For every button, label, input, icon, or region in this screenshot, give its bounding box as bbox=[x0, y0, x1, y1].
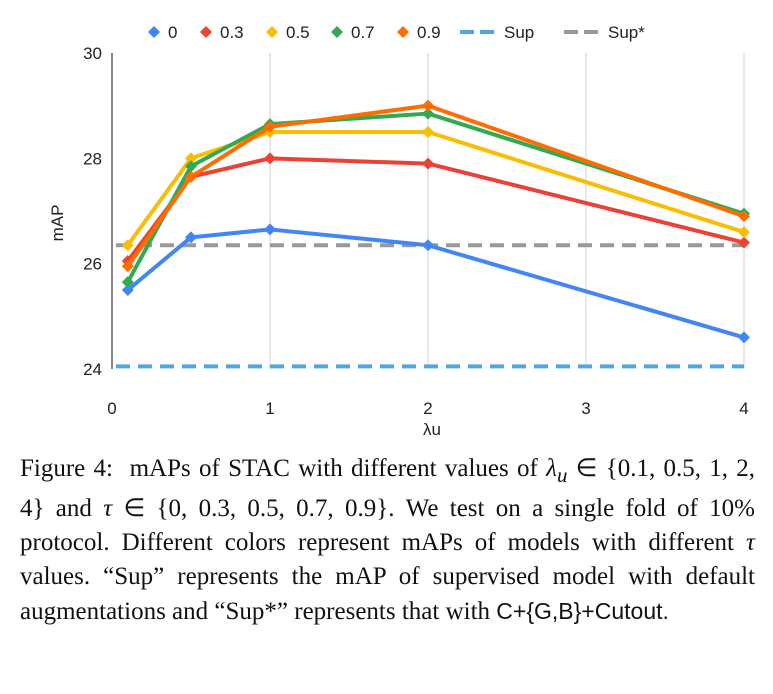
lambda-subscript: u bbox=[556, 463, 568, 487]
caption-text-1: mAPs of STAC with different values of bbox=[129, 455, 538, 482]
x-tick-label: 4 bbox=[739, 399, 748, 418]
data-point bbox=[121, 260, 134, 273]
x-axis-title: λu bbox=[423, 420, 441, 439]
tau-set: {0, 0.3, 0.5, 0.7, 0.9}. bbox=[156, 495, 395, 522]
lambda-symbol: λ bbox=[546, 455, 557, 482]
legend-marker bbox=[397, 26, 409, 38]
caption-text-3: values. “Sup” represents the mAP of supe… bbox=[20, 563, 755, 625]
data-point bbox=[422, 239, 434, 252]
tau-symbol-2: τ bbox=[746, 529, 755, 556]
data-point bbox=[121, 284, 134, 296]
legend-marker bbox=[200, 26, 212, 38]
x-tick-label: 0 bbox=[107, 399, 116, 418]
legend-layer: 0 0.3 0.5 0.7 0.9 Sup Sup* bbox=[148, 23, 645, 42]
data-point bbox=[422, 157, 434, 170]
legend-label: 0.9 bbox=[417, 23, 441, 42]
series-line-0.7 bbox=[126, 111, 745, 284]
data-point bbox=[738, 226, 750, 239]
legend-marker bbox=[331, 26, 343, 38]
y-axis-title: mAP bbox=[48, 205, 67, 242]
legend-label: Sup bbox=[504, 23, 534, 42]
y-tick-label: 30 bbox=[83, 44, 102, 63]
data-point bbox=[264, 223, 276, 236]
caption-text-2: We test on a single fold of 10% protocol… bbox=[20, 495, 755, 556]
data-point bbox=[422, 107, 434, 120]
data-point bbox=[422, 126, 434, 138]
x-tick-label: 2 bbox=[423, 399, 432, 418]
series-line-0.9 bbox=[126, 103, 745, 268]
x-tick-label: 3 bbox=[581, 399, 590, 418]
data-point bbox=[121, 239, 134, 252]
y-tick-label: 24 bbox=[83, 360, 102, 379]
data-point bbox=[121, 276, 134, 289]
legend-label: Sup* bbox=[608, 23, 645, 42]
caption-label: Figure 4: bbox=[20, 455, 113, 482]
data-point bbox=[185, 170, 197, 183]
lambda-set: {0.1, 0.5, 1, 2, 4} bbox=[20, 455, 756, 522]
data-point bbox=[738, 331, 750, 344]
legend-label: 0.3 bbox=[220, 23, 244, 42]
tau-symbol: τ bbox=[103, 495, 113, 522]
augmentation-notation: C+{G,B}+Cutout. bbox=[496, 598, 669, 624]
chart-svg: 0 1 2 3 4 24 26 28 30 0 0.3 0.5 0.7 0.9 Sup Sup* mAP λ… bbox=[48, 23, 750, 439]
data-point bbox=[264, 152, 276, 165]
chart-figure: 0 1 2 3 4 24 26 28 30 0 0.3 0.5 0.7 0.9 Sup Sup* mAP λ… bbox=[48, 23, 750, 439]
legend-marker bbox=[148, 26, 160, 38]
figure-caption: Figure 4: mAPs of STAC with different va… bbox=[20, 452, 755, 629]
data-point bbox=[264, 120, 276, 133]
in-symbol-2: ∈ bbox=[123, 495, 146, 522]
tick-labels-layer: 0 1 2 3 4 24 26 28 30 bbox=[83, 44, 749, 418]
in-symbol: ∈ bbox=[575, 455, 598, 482]
y-tick-label: 28 bbox=[83, 149, 102, 168]
data-point bbox=[185, 160, 197, 173]
legend-label: 0.5 bbox=[286, 23, 310, 42]
series-layer bbox=[121, 99, 750, 344]
data-point bbox=[738, 236, 750, 249]
legend-label: 0.7 bbox=[351, 23, 375, 42]
caption-and: and bbox=[55, 495, 92, 522]
x-tick-label: 1 bbox=[265, 399, 274, 418]
data-point bbox=[738, 210, 750, 223]
data-point bbox=[185, 152, 197, 165]
legend-label: 0 bbox=[168, 23, 177, 42]
data-point bbox=[422, 99, 434, 112]
reference-lines-layer bbox=[116, 243, 744, 369]
y-tick-label: 26 bbox=[83, 255, 102, 274]
legend-marker bbox=[266, 26, 278, 38]
data-point bbox=[185, 231, 197, 244]
